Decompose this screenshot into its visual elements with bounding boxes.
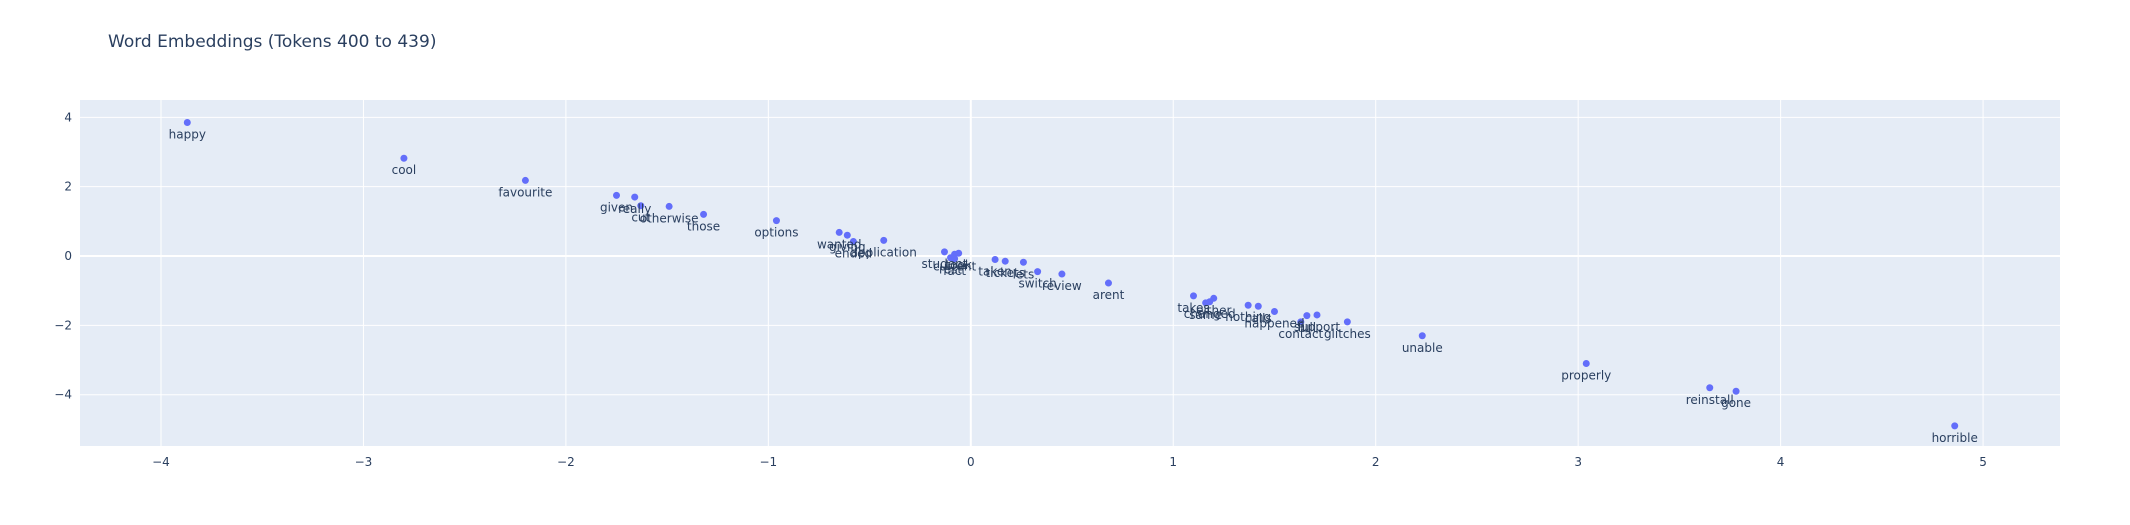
y-tick-label: 4 (64, 110, 72, 124)
x-tick-label: −4 (152, 455, 170, 469)
point-label: tickets (985, 266, 1025, 280)
data-point[interactable] (1313, 311, 1321, 319)
data-point[interactable] (665, 202, 673, 210)
data-point[interactable] (1582, 359, 1590, 367)
plot-area (80, 100, 2060, 446)
point-label: rest (939, 263, 962, 277)
data-point[interactable] (400, 154, 408, 162)
data-point[interactable] (521, 176, 529, 184)
point-label: properly (1561, 368, 1611, 382)
point-label: same (1189, 308, 1222, 322)
data-point[interactable] (849, 237, 857, 245)
y-tick-label: −4 (54, 388, 72, 402)
point-label: ended (835, 246, 873, 260)
y-tick-label: 2 (64, 180, 72, 194)
data-point[interactable] (772, 217, 780, 225)
data-point[interactable] (1732, 387, 1740, 395)
point-label: arent (1093, 288, 1125, 302)
y-tick-label: −2 (54, 318, 72, 332)
x-tick-label: −2 (557, 455, 575, 469)
y-tick-label: 0 (64, 249, 72, 263)
data-point[interactable] (1001, 257, 1009, 265)
data-point[interactable] (700, 210, 708, 218)
point-label: nothing (1225, 310, 1271, 324)
point-label: those (687, 219, 720, 233)
data-point[interactable] (940, 248, 948, 256)
point-label: fact (943, 264, 966, 278)
data-point[interactable] (951, 255, 959, 263)
data-point[interactable] (1706, 384, 1714, 392)
point-label: calls (1245, 311, 1272, 325)
point-label: current (933, 259, 977, 273)
data-point[interactable] (631, 193, 639, 201)
x-tick-label: 0 (967, 455, 975, 469)
data-points (183, 119, 1959, 430)
point-label: review (1042, 279, 1082, 293)
point-label: lets (1013, 267, 1035, 281)
data-point[interactable] (1019, 258, 1027, 266)
point-label: either (1196, 303, 1231, 317)
point-labels: happy cool favourite givenreallycutotherwis… (169, 128, 1978, 445)
point-label: options (754, 226, 798, 240)
x-tick-label: 5 (1979, 455, 1987, 469)
axis-ticks: −4 −3 −2 −1 0 1 2 3 4 5 −4 −2 0 2 4 (54, 110, 1987, 469)
data-point[interactable] (1951, 422, 1959, 430)
point-label: really (618, 202, 651, 216)
data-point[interactable] (183, 119, 191, 127)
data-point[interactable] (1244, 301, 1252, 309)
point-label: giving (829, 240, 866, 254)
data-point[interactable] (880, 236, 888, 244)
point-label: support (1294, 320, 1340, 334)
point-label: cool (392, 163, 417, 177)
point-label: reinstall (1686, 393, 1734, 407)
data-point[interactable] (613, 191, 621, 199)
data-point[interactable] (1343, 318, 1351, 326)
point-label: full (1298, 321, 1317, 335)
data-point[interactable] (991, 255, 999, 263)
point-label: application (851, 245, 917, 259)
x-tick-label: −3 (355, 455, 373, 469)
point-label: given (600, 200, 633, 214)
point-label: glitches (1324, 327, 1371, 341)
point-label: taken (978, 264, 1012, 278)
x-tick-label: 1 (1169, 455, 1177, 469)
point-label: happy (169, 128, 206, 142)
point-label: takes (1177, 301, 1209, 315)
point-label: changed (1184, 307, 1236, 321)
data-point[interactable] (1189, 292, 1197, 300)
point-label: cut (631, 211, 650, 225)
point-label: happened (1244, 316, 1304, 330)
point-label: switch (1018, 277, 1056, 291)
x-tick-label: 3 (1574, 455, 1582, 469)
data-point[interactable] (1104, 279, 1112, 287)
point-label: unable (1402, 341, 1443, 355)
x-tick-label: −1 (759, 455, 777, 469)
point-label: horrible (1932, 431, 1978, 445)
point-label: gone (1721, 396, 1751, 410)
data-point[interactable] (637, 202, 645, 210)
data-point[interactable] (1270, 307, 1278, 315)
point-label: student (922, 257, 968, 271)
point-label: otherwise (640, 211, 699, 225)
data-point[interactable] (1058, 270, 1066, 278)
data-point[interactable] (1418, 332, 1426, 340)
data-point[interactable] (1254, 302, 1262, 310)
data-point[interactable] (1206, 298, 1214, 306)
x-tick-label: 2 (1372, 455, 1380, 469)
data-point[interactable] (1297, 318, 1305, 326)
point-label: wanted (817, 237, 861, 251)
point-label: took (945, 258, 971, 272)
data-point[interactable] (835, 228, 843, 236)
x-tick-label: 4 (1777, 455, 1785, 469)
point-label: favourite (498, 185, 552, 199)
data-point[interactable] (1034, 268, 1042, 276)
chart-title: Word Embeddings (Tokens 400 to 439) (108, 32, 437, 52)
data-point[interactable] (1303, 312, 1311, 320)
data-point[interactable] (955, 249, 963, 257)
data-point[interactable] (843, 231, 851, 239)
grid-lines (80, 100, 2060, 446)
point-label: contact (1278, 327, 1323, 341)
